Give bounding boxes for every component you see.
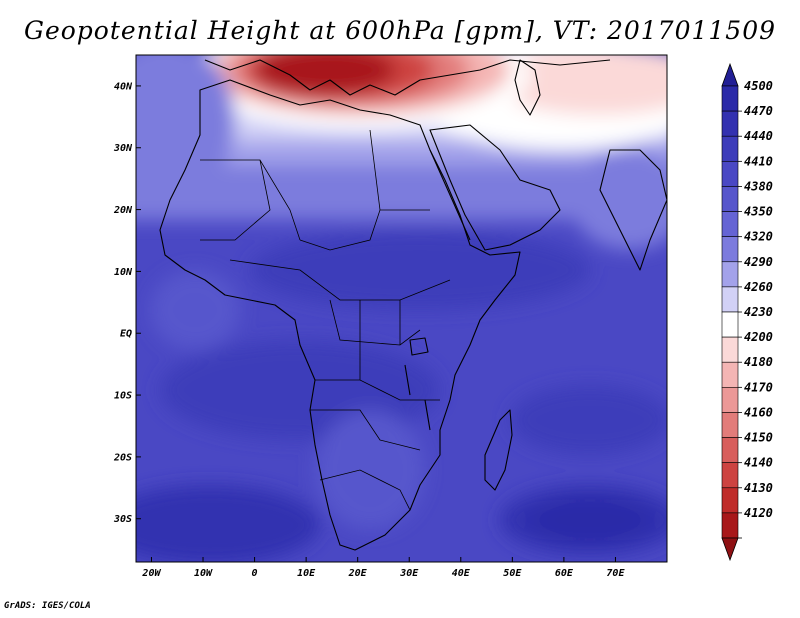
lon-tick-label: 0 — [252, 568, 258, 579]
lon-tick-label: 20E — [348, 568, 368, 579]
lat-tick-label: 10N — [114, 267, 133, 278]
lat-tick-label: 20N — [113, 205, 133, 216]
africa-coastline — [159, 79, 521, 551]
colorbar-label: 4150 — [744, 431, 773, 445]
country-borders — [200, 129, 451, 511]
lon-tick-label: 10E — [297, 568, 316, 579]
height-field-shading — [136, 55, 667, 562]
caspian-coastline — [514, 59, 541, 116]
colorbar-label: 4500 — [744, 79, 773, 93]
colorbar-swatch — [721, 186, 739, 212]
colorbar-label: 4320 — [744, 230, 773, 244]
colorbar: 4500 4470 4440 4410 4380 4350 4320 4290 4260 4230… — [721, 62, 773, 562]
colorbar-label: 4350 — [744, 205, 773, 219]
colorbar-label: 4380 — [744, 179, 773, 193]
coastline-outlines — [159, 59, 667, 551]
colorbar-swatch — [721, 211, 739, 237]
colorbar-label: 4120 — [744, 506, 773, 520]
colorbar-swatch — [721, 236, 739, 263]
colorbar-label: 4170 — [744, 380, 773, 394]
colorbar-swatch — [721, 412, 739, 438]
longitude-axis: 20W 10W 0 10E 20E 30E 40E 50E 60E 70E — [141, 557, 625, 579]
lat-tick-label: 20S — [113, 452, 132, 463]
europe-coastline — [204, 59, 611, 96]
arabia-coastline — [429, 124, 561, 251]
lon-tick-label: 10W — [194, 568, 213, 579]
lon-tick-label: 20W — [141, 568, 161, 579]
colorbar-label: 4180 — [744, 355, 773, 369]
lat-tick-label: 30S — [113, 514, 132, 525]
colorbar-label: 4200 — [744, 330, 773, 344]
colorbar-bottom-arrow — [721, 537, 739, 562]
map-title: Geopotential Height at 600hPa [gpm], VT:… — [23, 16, 777, 45]
colorbar-swatch — [721, 361, 739, 388]
red-sea-coastline — [429, 149, 471, 241]
lon-tick-label: 60E — [555, 568, 574, 579]
lon-tick-label: 50E — [503, 568, 522, 579]
colorbar-swatch — [721, 336, 739, 363]
colorbar-swatch — [721, 261, 739, 288]
colorbar-label: 4230 — [744, 305, 773, 319]
colorbar-label: 4290 — [744, 255, 773, 269]
lake-tanganyika — [404, 364, 411, 396]
colorbar-swatch — [721, 512, 739, 539]
lat-tick-label: 40N — [114, 81, 133, 92]
india-coastline — [599, 149, 667, 271]
madagascar-coastline — [484, 409, 513, 491]
lake-malawi — [424, 399, 431, 431]
lon-tick-label: 30E — [399, 568, 419, 579]
colorbar-swatch — [721, 161, 739, 187]
colorbar-swatch — [721, 462, 739, 489]
latitude-axis: 40N 30N 20N 10N EQ 10S 20S 30S — [113, 81, 141, 525]
lon-tick-label: 70E — [606, 568, 625, 579]
lat-tick-label: 30N — [113, 143, 133, 154]
colorbar-label: 4130 — [744, 481, 773, 495]
colorbar-swatch — [721, 311, 739, 338]
lake-victoria — [409, 337, 429, 356]
colorbar-label: 4140 — [744, 456, 773, 470]
colorbar-swatch — [721, 437, 739, 463]
colorbar-swatch — [721, 135, 739, 162]
grads-credit: GrADS: IGES/COLA — [4, 601, 91, 611]
colorbar-label: 4160 — [744, 405, 773, 419]
colorbar-label: 4440 — [744, 129, 773, 143]
colorbar-label: 4260 — [744, 280, 773, 294]
colorbar-label: 4470 — [744, 104, 773, 118]
colorbar-swatch — [721, 110, 739, 137]
colorbar-swatch — [721, 487, 739, 514]
lat-tick-label: EQ — [120, 329, 132, 340]
colorbar-swatch — [721, 85, 739, 112]
lat-tick-label: 10S — [114, 391, 132, 402]
map-frame — [135, 54, 668, 563]
colorbar-swatch — [721, 286, 739, 313]
colorbar-label: 4410 — [744, 154, 773, 168]
lon-tick-label: 40E — [452, 568, 471, 579]
colorbar-top-arrow — [721, 62, 739, 87]
colorbar-swatch — [721, 387, 739, 413]
